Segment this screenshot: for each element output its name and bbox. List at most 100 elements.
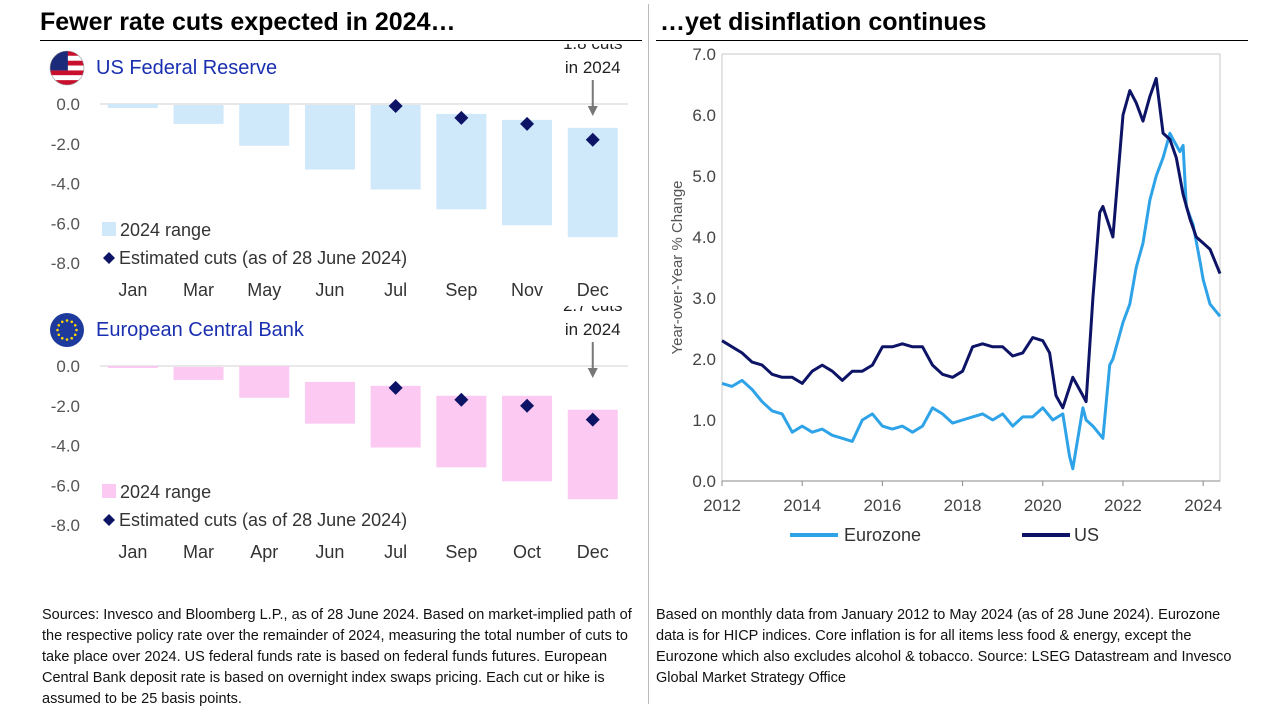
infl-y-tick-label: 0.0	[692, 472, 716, 491]
infl-x-tick-label: 2020	[1024, 496, 1062, 515]
ecb-y-tick-label: 0.0	[56, 357, 80, 376]
ecb-callout-arrow-head	[587, 368, 598, 378]
eu-flag-star	[73, 323, 77, 327]
fed-x-tick-label: May	[247, 280, 281, 300]
fed-legend-label-cuts: Estimated cuts (as of 28 June 2024)	[119, 248, 407, 268]
us-flag-rim	[49, 50, 85, 86]
ecb-y-tick-label: -8.0	[51, 516, 80, 535]
legend-label-eurozone: Eurozone	[844, 525, 921, 545]
ecb-y-tick-label: -2.0	[51, 397, 80, 416]
ecb-x-tick-label: Apr	[250, 542, 278, 562]
fed-bank-title: US Federal Reserve	[96, 57, 277, 79]
infl-x-tick-label: 2018	[944, 496, 982, 515]
fed-range-bar	[304, 104, 355, 170]
fed-y-tick-label: -2.0	[51, 135, 80, 154]
fed-x-tick-label: Sep	[445, 280, 477, 300]
fed-range-bar	[173, 104, 224, 124]
ecb-legend-swatch-range	[102, 484, 116, 498]
ecb-estimated-cut-marker	[585, 412, 600, 427]
left-chart-title: Fewer rate cuts expected in 2024…	[40, 8, 456, 36]
fed-legend-label-range: 2024 range	[120, 220, 211, 240]
ecb-callout-line1: 2.7 cuts	[563, 306, 623, 315]
ecb-x-tick-label: Jul	[384, 542, 407, 562]
ecb-range-bar	[239, 366, 290, 398]
infl-y-tick-label: 1.0	[692, 411, 716, 430]
eu-flag-star	[56, 328, 59, 332]
fed-estimated-cut-marker	[388, 98, 403, 113]
eu-flag-star	[70, 320, 74, 324]
fed-callout-line1: 1.8 cuts	[563, 44, 623, 53]
right-chart-title: …yet disinflation continues	[660, 8, 987, 36]
ecb-x-tick-label: Oct	[513, 542, 541, 562]
eu-flag-star	[57, 323, 61, 327]
ecb-range-bar	[370, 385, 421, 448]
fed-estimated-cut-marker	[585, 132, 600, 147]
eu-flag-star	[73, 333, 77, 337]
fed-estimated-cut-marker	[520, 116, 535, 131]
core-inflation-line-chart: 0.0 1.0 2.0 3.0 4.0 5.0 6.0 7.0 2012 2014 2016 2018…	[669, 45, 1222, 545]
infl-y-tick-label: 7.0	[692, 45, 716, 64]
ecb-y-tick-label: -4.0	[51, 437, 80, 456]
eu-flag-icon	[50, 313, 84, 347]
ecb-estimated-cut-marker	[520, 398, 535, 413]
left-footnote: Sources: Invesco and Bloomberg L.P., as …	[42, 607, 632, 707]
fed-x-tick-label: Mar	[183, 280, 214, 300]
infl-y-tick-label: 5.0	[692, 167, 716, 186]
ecb-range-bar	[173, 366, 224, 380]
ecb-x-tick-label: Sep	[445, 542, 477, 562]
right-title-rule	[656, 40, 1248, 41]
infl-y-tick-label: 6.0	[692, 106, 716, 125]
ecb-callout-line2: in 2024	[565, 320, 621, 339]
ecb-x-tick-label: Mar	[183, 542, 214, 562]
ecb-x-tick-label: Dec	[577, 542, 609, 562]
infl-y-tick-label: 4.0	[692, 228, 716, 247]
ecb-rate-cuts-chart: 0.0 -2.0 -4.0 -6.0 -8.0 Jan Mar Apr Jun Jul Sep Oct…	[50, 306, 628, 562]
eu-flag-star	[65, 319, 69, 322]
infl-x-tick-label: 2012	[703, 496, 741, 515]
infl-x-tick-label: 2022	[1104, 496, 1142, 515]
infl-y-tick-label: 2.0	[692, 350, 716, 369]
infl-x-tick-label: 2014	[783, 496, 821, 515]
fed-range-bar	[107, 104, 158, 108]
fed-x-tick-label: Jul	[384, 280, 407, 300]
ecb-range-bar	[107, 366, 158, 368]
us-flag-icon	[50, 51, 84, 85]
fed-range-bar	[370, 104, 421, 190]
eu-flag-star	[60, 336, 64, 340]
eu-flag-star	[60, 320, 64, 324]
ecb-legend-label-cuts: Estimated cuts (as of 28 June 2024)	[119, 510, 407, 530]
eurozone-series-line	[721, 131, 1222, 471]
fed-range-bar	[239, 104, 290, 146]
fed-y-tick-label: -6.0	[51, 214, 80, 233]
fed-estimated-cut-marker	[454, 110, 469, 125]
ecb-estimated-cut-marker	[388, 380, 403, 395]
infl-y-tick-label: 3.0	[692, 289, 716, 308]
fed-rate-cuts-chart: 0.0 -2.0 -4.0 -6.0 -8.0 Jan Mar May Jun Jul Sep Nov…	[49, 44, 628, 300]
ecb-x-tick-label: Jun	[315, 542, 344, 562]
fed-range-bar	[502, 119, 553, 226]
eu-flag-star	[57, 333, 61, 337]
fed-y-tick-label: 0.0	[56, 95, 80, 114]
fed-x-tick-label: Jan	[118, 280, 147, 300]
infl-x-tick-label: 2016	[863, 496, 901, 515]
fed-y-tick-label: -4.0	[51, 175, 80, 194]
ecb-bank-title: European Central Bank	[96, 319, 305, 341]
eu-flag-star	[75, 328, 78, 332]
ecb-legend-marker-cuts	[103, 514, 115, 526]
fed-legend-swatch-range	[102, 222, 116, 236]
fed-x-tick-label: Jun	[315, 280, 344, 300]
ecb-range-bar	[304, 381, 355, 424]
fed-range-bar	[436, 113, 487, 210]
ecb-y-tick-label: -6.0	[51, 476, 80, 495]
eu-flag-star	[65, 338, 69, 341]
panel-divider	[648, 4, 649, 704]
us-series-line	[721, 76, 1222, 410]
ecb-x-tick-label: Jan	[118, 542, 147, 562]
eu-flag-star	[70, 336, 74, 340]
legend-label-us: US	[1074, 525, 1099, 545]
fed-x-tick-label: Dec	[577, 280, 609, 300]
left-title-rule	[40, 40, 642, 41]
fed-y-tick-label: -8.0	[51, 254, 80, 273]
ecb-range-bar	[436, 395, 487, 468]
ecb-estimated-cut-marker	[454, 392, 469, 407]
